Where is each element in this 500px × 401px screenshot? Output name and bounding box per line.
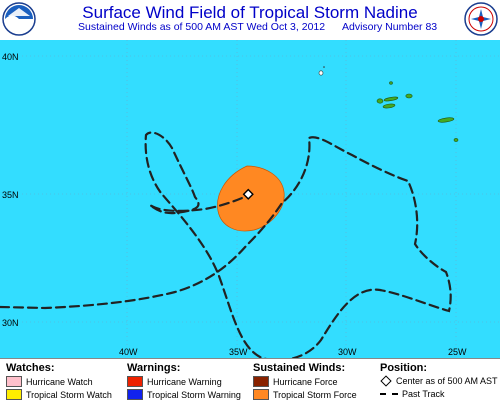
legend-hurricane-warning: Hurricane Warning xyxy=(127,376,222,387)
island-flores xyxy=(323,66,325,68)
island-sao-jorge xyxy=(383,96,399,102)
legend-position-title: Position: xyxy=(380,362,428,374)
advisory-number: Advisory Number 83 xyxy=(342,21,438,33)
map-title: Surface Wind Field of Tropical Storm Nad… xyxy=(82,3,418,22)
tropical-storm-wind-field xyxy=(217,165,285,232)
legend-tropical-storm-warning: Tropical Storm Warning xyxy=(127,389,241,400)
lon-label-40w: 40W xyxy=(119,347,138,357)
hurricane-warning-swatch xyxy=(127,376,143,387)
island-faial xyxy=(376,98,384,104)
island-sao-miguel xyxy=(437,117,455,123)
tropical-storm-watch-swatch xyxy=(6,389,22,400)
island-graciosa xyxy=(389,81,393,85)
hurricane-watch-label: Hurricane Watch xyxy=(26,376,93,387)
island-corvo xyxy=(318,70,324,76)
island-pico xyxy=(382,103,396,109)
legend-warnings-title: Warnings: xyxy=(127,362,181,374)
legend-hurricane-force: Hurricane Force xyxy=(253,376,338,387)
map-subtitle: Sustained Winds as of 500 AM AST Wed Oct… xyxy=(78,21,326,33)
legend-tropical-storm-watch: Tropical Storm Watch xyxy=(6,389,112,400)
hurricane-warning-label: Hurricane Warning xyxy=(147,376,222,387)
tropical-storm-watch-label: Tropical Storm Watch xyxy=(26,389,112,400)
hurricane-force-label: Hurricane Force xyxy=(273,376,338,387)
tropical-storm-force-swatch xyxy=(253,389,269,400)
nws-logo xyxy=(464,2,498,36)
noaa-logo xyxy=(2,2,36,36)
diamond-icon xyxy=(380,375,392,387)
lon-label-30w: 30W xyxy=(338,347,357,357)
island-santa-maria xyxy=(453,138,459,142)
header: Surface Wind Field of Tropical Storm Nad… xyxy=(0,0,500,40)
tropical-storm-warning-label: Tropical Storm Warning xyxy=(147,389,241,400)
legend-hurricane-watch: Hurricane Watch xyxy=(6,376,93,387)
storm-center-diamond-icon xyxy=(242,188,254,200)
legend-center-position: Center as of 500 AM AST xyxy=(380,375,498,387)
lat-label-35n: 35N xyxy=(2,190,19,200)
center-position-label: Center as of 500 AM AST xyxy=(396,376,498,386)
legend: Watches: Hurricane Watch Tropical Storm … xyxy=(0,358,500,401)
tropical-storm-force-label: Tropical Storm Force xyxy=(273,389,357,400)
lat-label-30n: 30N xyxy=(2,318,19,328)
legend-past-track: Past Track xyxy=(380,389,445,399)
legend-tropical-storm-force: Tropical Storm Force xyxy=(253,389,357,400)
hurricane-watch-swatch xyxy=(6,376,22,387)
lon-label-35w: 35W xyxy=(229,347,248,357)
dashed-line-icon xyxy=(380,393,398,395)
hurricane-force-swatch xyxy=(253,376,269,387)
lat-label-40n: 40N xyxy=(2,52,19,62)
past-track-label: Past Track xyxy=(402,389,445,399)
island-terceira xyxy=(405,93,413,99)
legend-watches-title: Watches: xyxy=(6,362,55,374)
storm-map: 40N 35N 30N 40W 35W 30W 25W xyxy=(0,40,500,358)
lon-label-25w: 25W xyxy=(448,347,467,357)
tropical-storm-warning-swatch xyxy=(127,389,143,400)
azores-islands xyxy=(318,66,459,142)
legend-sustained-winds-title: Sustained Winds: xyxy=(253,362,346,374)
